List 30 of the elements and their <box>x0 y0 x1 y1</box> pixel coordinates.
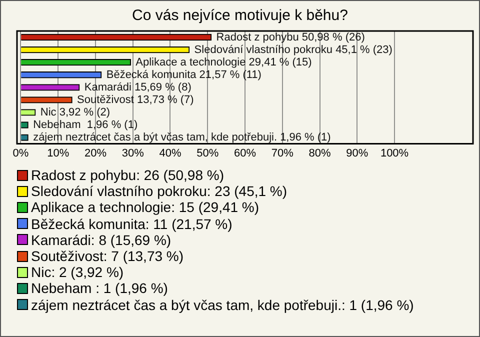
data-label: Nebeham 1,96 % (1) <box>33 119 138 132</box>
data-label: Nic 3,92 % (2) <box>40 106 110 118</box>
x-tick-label: 40% <box>159 147 182 160</box>
text: Soutěživost: 7 (13,73 %) <box>31 248 184 264</box>
data-label: Běžecká komunita 21,57 % (11) <box>106 68 262 81</box>
text: Sledování vlastního pokroku: 23 (45,1 %) <box>31 183 288 200</box>
text: Aplikace a technologie: 15 (29,41 %) <box>31 199 260 216</box>
x-tick-label: 10% <box>47 147 70 160</box>
text: Nebeham : 1 (1,96 %) <box>31 280 168 297</box>
x-tick-label: 50% <box>196 147 219 160</box>
x-tick-label: 30% <box>122 147 144 160</box>
data-label: Kamarádi 15,69 % (8) <box>84 81 192 94</box>
text: zájem neztrácet čas a být včas tam, kde potřebuji.: 1 (1,96 %) <box>31 296 414 313</box>
text: Nic: 2 (3,92 %) <box>31 264 124 280</box>
x-tick-label: 80% <box>308 147 331 160</box>
data-label: Sledování vlastního pokroku 45,1 % (23) <box>194 44 392 56</box>
text: Radost z pohybu: 26 (50,98 %) <box>31 167 224 184</box>
x-tick-label: 90% <box>346 147 368 160</box>
data-label: Soutěživost 13,73 % (7) <box>77 94 194 106</box>
data-label: Aplikace a technologie 29,41 % (15) <box>136 56 312 68</box>
x-tick-label: 0% <box>12 147 29 160</box>
text: Běžecká komunita: 11 (21,57 %) <box>31 216 232 232</box>
x-tick-label: 60% <box>234 147 256 160</box>
data-label: Radost z pohybu 50,98 % (26) <box>216 31 365 44</box>
x-tick-label: 20% <box>84 147 107 160</box>
chart-title: Co vás nejvíce motivuje k běhu? <box>131 6 349 26</box>
data-label: zájem neztrácet čas a být včas tam, kde potřebuji. 1,96 % (1) <box>33 132 331 144</box>
text: Kamarádi: 8 (15,69 %) <box>31 232 172 248</box>
x-tick-label: 70% <box>271 147 294 160</box>
x-tick-label: 100% <box>380 147 409 160</box>
